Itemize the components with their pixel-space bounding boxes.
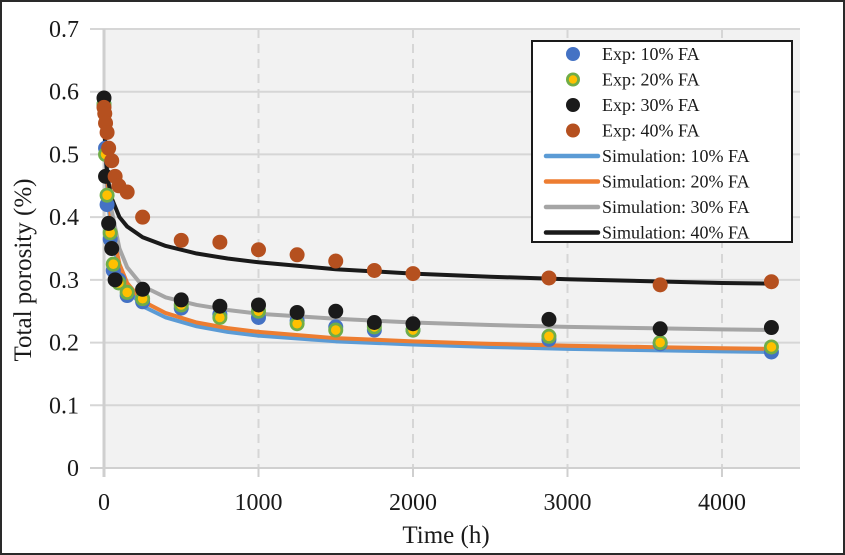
x-tick-label: 4000 [698,490,746,516]
data-point [104,153,120,169]
y-tick-label: 0.1 [49,393,79,419]
data-point-fill [102,190,112,200]
data-point-fill [122,287,132,298]
data-point [135,209,151,225]
data-point [119,184,135,200]
legend-label: Simulation: 20% FA [602,172,750,192]
data-point [366,315,382,331]
data-point [763,320,779,336]
y-tick-label: 0.3 [49,268,79,294]
x-tick-label: 0 [98,490,110,516]
legend-label: Exp: 30% FA [602,95,700,115]
data-point-fill [544,331,554,342]
legend: Exp: 10% FA Exp: 20% FA Exp: 30% FA Exp: 40… [531,40,793,243]
y-tick-label: 0 [67,456,79,482]
legend-label: Simulation: 40% FA [602,223,750,243]
data-point [652,277,668,293]
legend-label: Simulation: 30% FA [602,197,750,217]
data-point [763,274,779,290]
data-point [101,215,117,231]
data-point [366,262,382,278]
legend-item: Simulation: 30% FA [543,197,750,217]
legend-label: Simulation: 10% FA [602,146,750,166]
legend-label: Exp: 10% FA [602,44,700,64]
data-point [328,253,344,269]
data-point [101,140,117,156]
legend-item: Exp: 10% FA [566,44,700,64]
legend-item: Simulation: 10% FA [543,146,750,166]
data-point [212,234,228,250]
tick-labels: 0 0.1 0.2 0.3 0.4 0.5 0.6 0.7 0 1000 2000 3000 4000 [49,17,746,516]
data-point [173,292,189,308]
x-tick-label: 3000 [543,490,591,516]
x-tick-label: 2000 [389,490,437,516]
data-point-fill [215,312,225,323]
data-point [289,247,305,263]
x-axis-title: Time (h) [402,522,489,549]
data-point [173,232,189,248]
data-point [289,304,305,320]
data-point [405,316,421,332]
legend-item: Exp: 30% FA [566,95,700,115]
data-point [104,241,120,256]
y-tick-label: 0.4 [49,205,79,231]
data-point [328,303,344,319]
y-tick-label: 0.7 [49,17,79,43]
data-point [135,281,151,297]
data-point [541,270,557,286]
y-axis-title: Total porosity (%) [10,179,37,362]
legend-marker-fill [568,75,578,84]
data-point [250,242,266,258]
data-point-fill [292,318,302,329]
y-tick-label: 0.2 [49,331,79,357]
y-tick-label: 0.5 [49,142,79,168]
data-point [250,297,266,313]
legend-item: Exp: 40% FA [566,121,700,141]
data-point [212,298,228,314]
data-point-fill [655,337,665,348]
y-tick-label: 0.6 [49,80,79,106]
legend-label: Exp: 20% FA [602,70,700,90]
data-point [652,321,668,337]
data-point-fill [330,325,341,335]
x-tick-label: 1000 [234,490,282,516]
marker-series [96,99,779,293]
legend-item: Exp: 20% FA [566,70,700,90]
legend-label: Exp: 40% FA [602,121,700,141]
data-point [541,311,557,327]
legend-marker-icon [566,123,580,138]
experimental-markers [96,90,779,360]
data-point [107,272,123,288]
data-point [99,124,115,140]
legend-item: Simulation: 20% FA [543,172,750,192]
data-point [405,266,421,282]
legend-item: Simulation: 40% FA [543,223,750,243]
data-point-fill [766,342,777,352]
legend-marker-icon [566,47,580,61]
data-point-fill [108,259,119,269]
legend-marker-icon [566,98,580,112]
